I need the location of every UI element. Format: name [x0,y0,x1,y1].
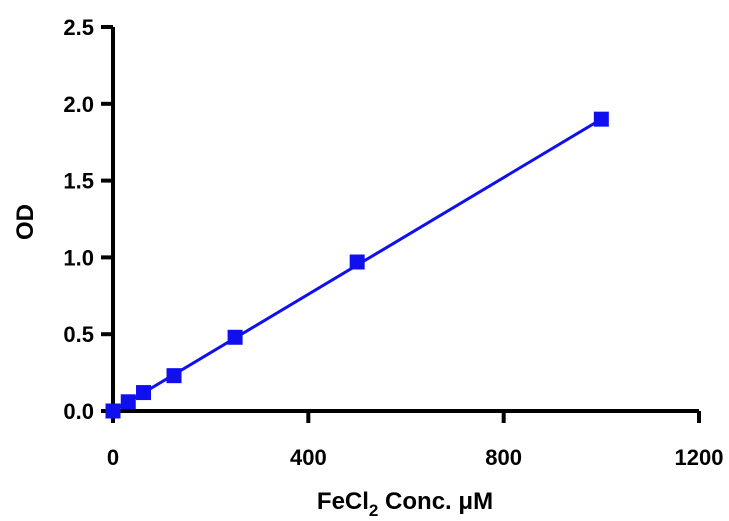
x-axis-title-rest: Conc. μM [378,488,493,515]
data-point [166,368,182,384]
y-tick-label: 2.0 [63,92,94,117]
y-tick-label: 1.5 [63,169,94,194]
y-tick-label: 0.0 [63,399,94,424]
y-tick-label: 0.5 [63,322,94,347]
x-axis-title-main: FeCl [317,488,369,515]
x-tick-label: 800 [485,445,522,470]
y-ticks: 0.0 0.5 1.0 1.5 2.0 2.5 [63,15,113,424]
data-point [349,254,365,270]
x-axis-title: FeCl2 Conc. μM [317,488,493,520]
x-axis-title-subscript: 2 [369,501,378,520]
data-point [136,385,152,401]
x-tick-label: 1200 [675,445,724,470]
x-tick-label: 0 [107,445,119,470]
x-ticks: 0 400 800 1200 [107,411,724,470]
data-point [105,403,121,419]
y-tick-label: 1.0 [63,245,94,270]
data-point [593,111,609,127]
data-points [105,111,609,419]
y-tick-label: 2.5 [63,15,94,40]
axes [103,27,699,423]
x-tick-label: 400 [290,445,327,470]
data-point [227,329,243,345]
data-point [120,394,136,410]
y-axis-title: OD [12,204,39,240]
